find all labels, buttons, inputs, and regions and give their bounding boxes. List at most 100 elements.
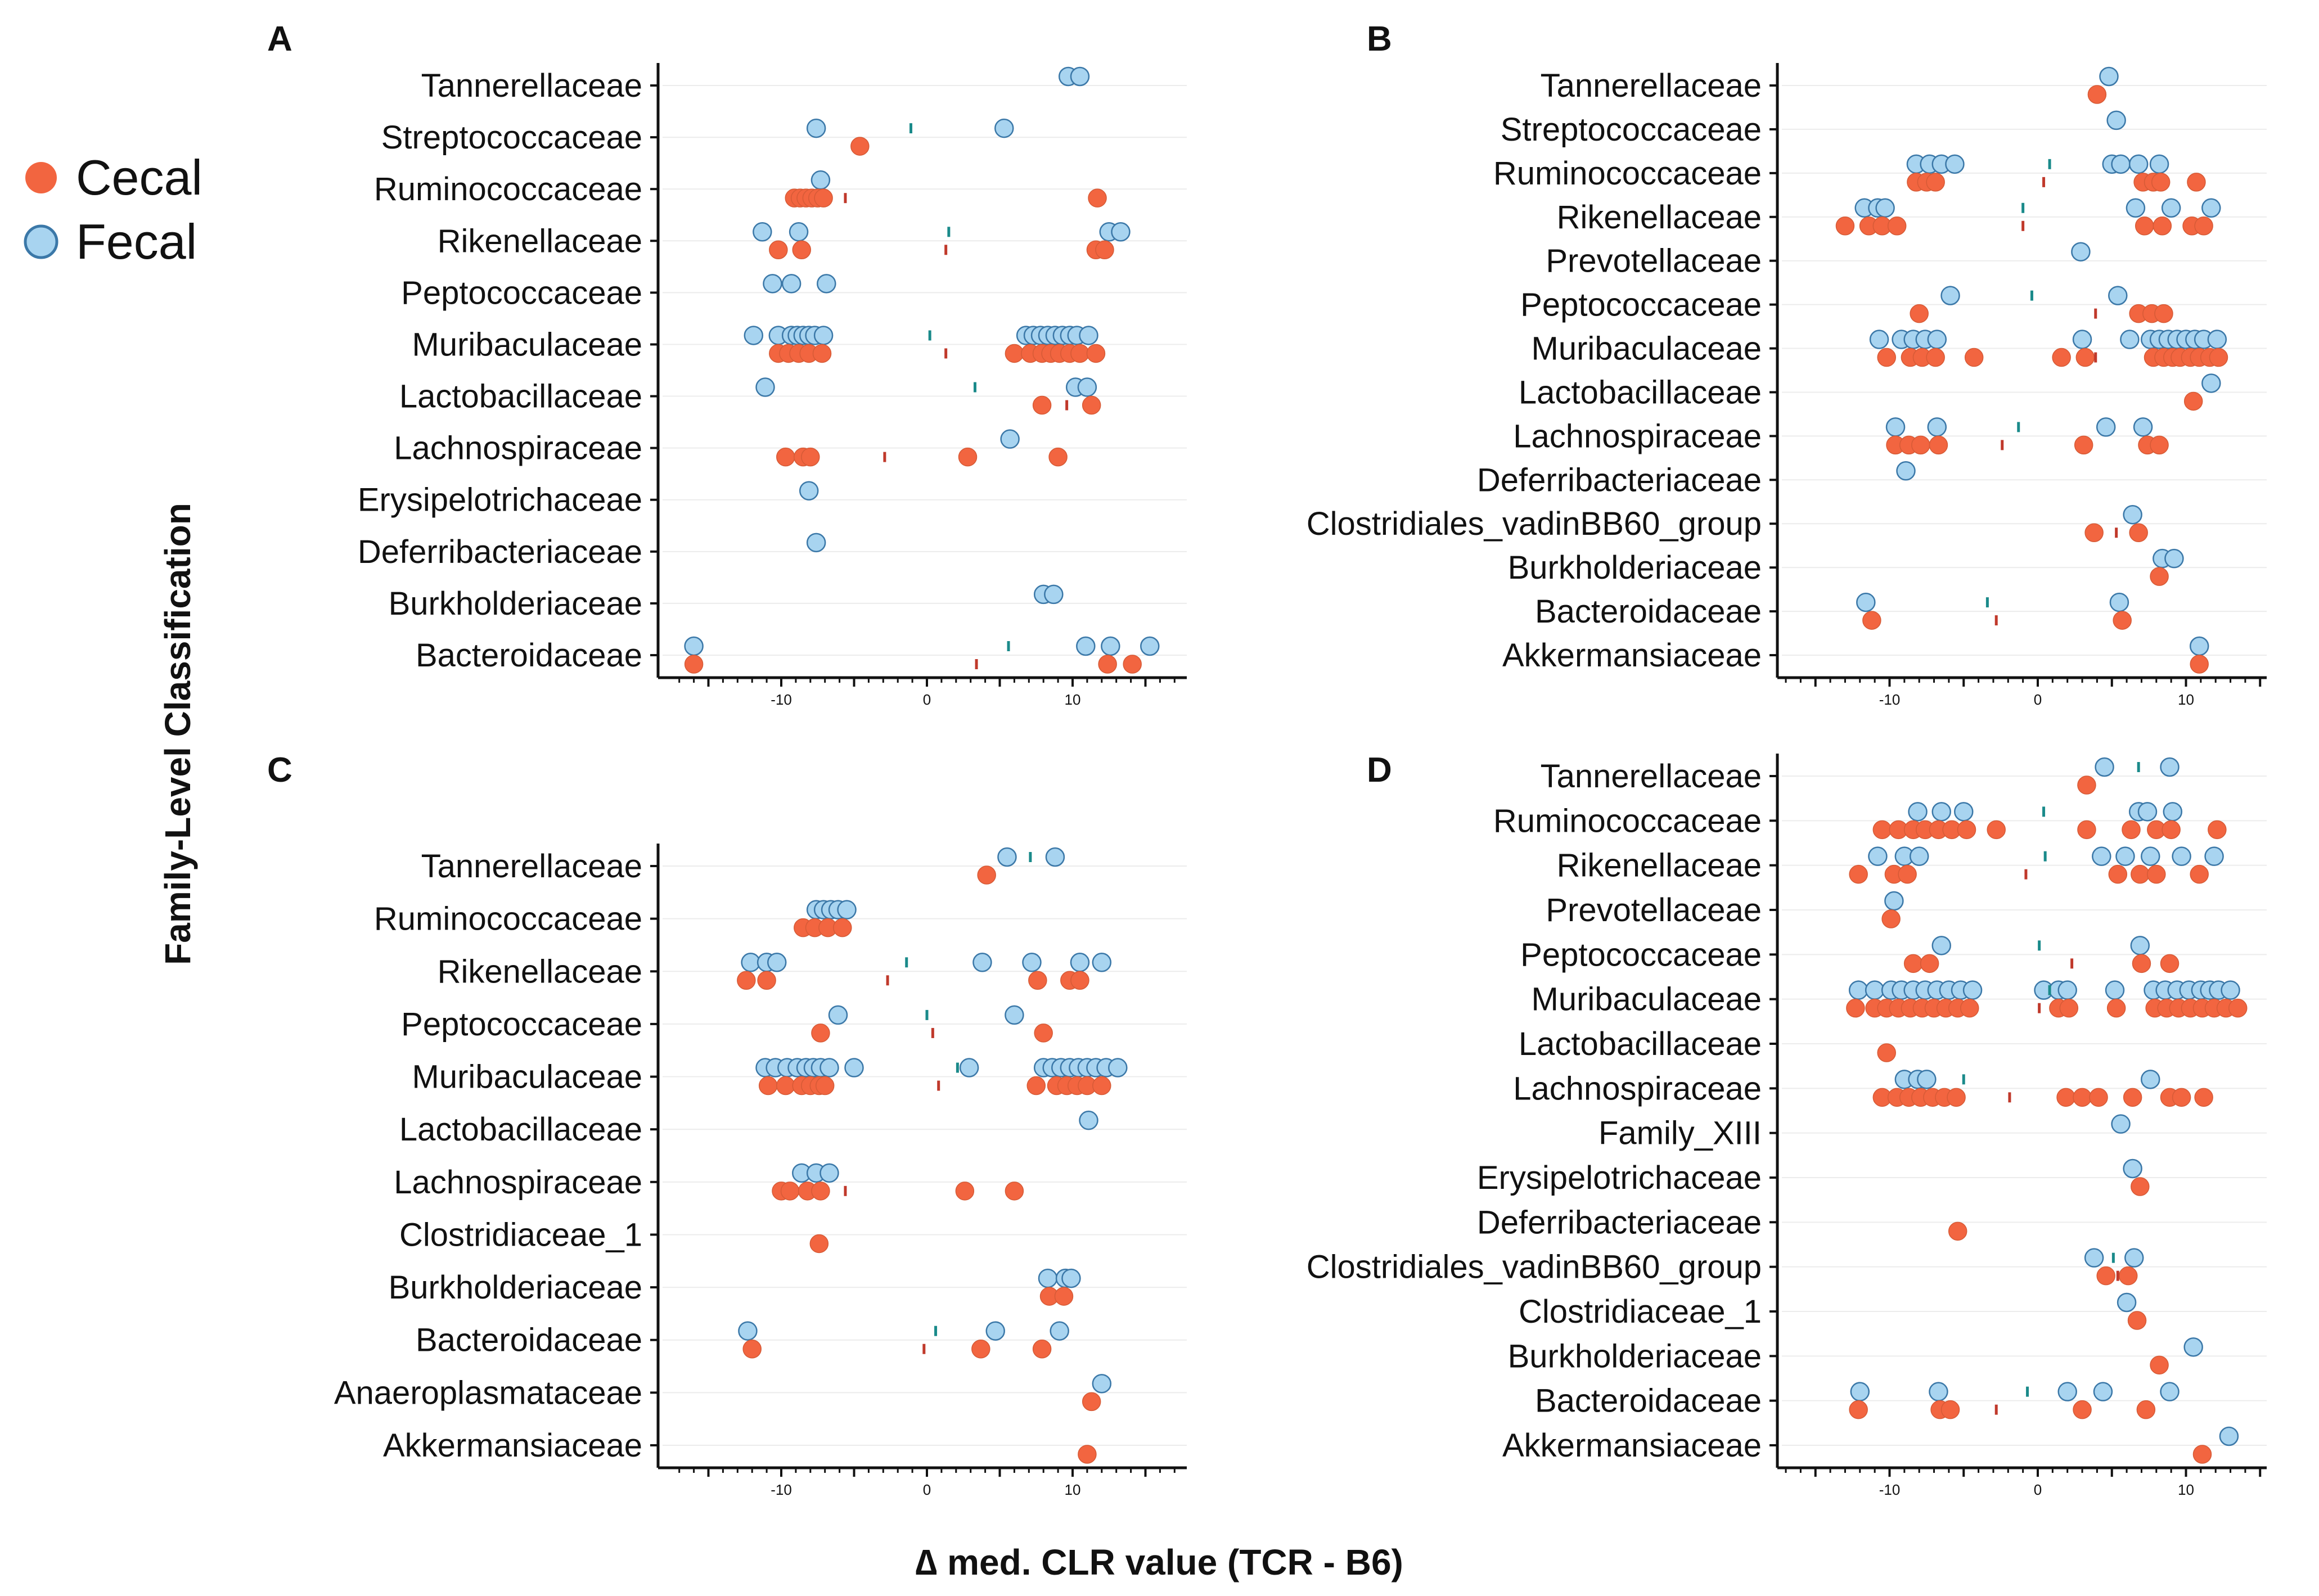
fecal-point [2137,802,2158,822]
cecal-point [2190,864,2209,884]
cecal-point [1940,1400,1960,1419]
fecal-point [1875,198,1895,218]
fecal-point [1077,377,1097,397]
cecal-point [2129,523,2148,542]
cecal-point [1846,998,1865,1018]
cecal-point [1070,344,1089,363]
x-tick-label: 10 [2178,691,2194,708]
cecal-point [1078,1445,1097,1464]
cecal-point [2113,611,2132,630]
category-label: Ruminococcaceae [374,901,642,937]
fecal-point [985,1321,1005,1341]
cecal-point [1092,1076,1111,1095]
category-label: Prevotellaceae [1546,892,1762,928]
fecal-point [1022,953,1042,972]
cecal-point [2096,1266,2115,1286]
cecal-point [2106,998,2126,1018]
fecal-point [2096,417,2116,437]
panel-letter: B [1367,20,1392,58]
cecal-point [1095,240,1114,260]
category-label: Family_XIII [1598,1115,1762,1152]
x-tick-label: 10 [1065,691,1081,708]
category-label: Rikenellaceae [1557,199,1762,236]
panel-c: C Tannerellaceae Ruminococcaceae Rikenellac… [267,751,1187,1498]
cecal-point [1947,1088,1966,1107]
fecal-point [972,953,992,972]
fecal-point [2126,198,2146,218]
cecal-point [2151,173,2171,192]
category-label: Anaeroplasmataceae [334,1374,642,1411]
fecal-point [819,1058,839,1077]
fecal-point [2084,1248,2104,1268]
fecal-point [1038,1268,1058,1288]
cecal-point [2132,954,2151,973]
cecal-point [684,655,704,674]
category-label: Prevotellaceae [1546,243,1762,279]
fecal-point [2183,1337,2203,1357]
fecal-point [2172,846,2191,866]
category-label: Burkholderiaceae [389,1269,642,1306]
fecal-point [1079,1110,1098,1130]
fecal-point [2072,330,2092,349]
fecal-point [806,533,826,553]
fecal-point [2092,846,2111,866]
cecal-point [2052,348,2071,367]
cecal-point [2136,1400,2156,1419]
fecal-point [767,953,787,972]
fecal-point [1856,592,1876,612]
category-label: Tannerellaceae [421,848,642,885]
cecal-point [1926,348,1945,367]
cecal-point [780,1182,800,1201]
category-label: Lactobacillaceae [399,378,642,415]
fecal-point [2120,330,2140,349]
category-label: Deferribacteriaceae [1477,1204,1762,1241]
fecal-point [799,481,819,501]
cecal-point [2059,998,2079,1018]
fecal-point [1927,417,1947,437]
x-tick-label: 10 [1065,1481,1081,1498]
fecal-point [741,953,760,972]
category-label: Ruminococcaceae [374,171,642,208]
panel-letter: A [267,20,292,58]
cecal-point [955,1182,975,1201]
cecal-point [1960,998,1979,1018]
cecal-point [814,188,833,208]
category-label: Lachnospiraceae [1513,418,1762,454]
cecal-point [977,865,996,885]
category-label: Deferribacteriaceae [1477,462,1762,498]
fecal-point [2219,1426,2239,1446]
cecal-point [1082,395,1101,415]
fecal-point [2141,846,2160,866]
fecal-point [813,326,834,345]
fecal-point [1940,286,1960,305]
cecal-point [1887,217,1907,236]
cecal-point [1877,348,1896,367]
fecal-point [1931,936,1951,955]
fecal-point [2201,373,2221,393]
fecal-point [1931,802,1951,822]
fecal-point [2111,1114,2131,1134]
fecal-point [1954,802,1974,822]
cecal-point [2075,348,2095,367]
cecal-point [1005,1182,1024,1201]
cecal-point [2056,1088,2075,1107]
x-tick-label: -10 [771,691,792,708]
legend: Cecal Fecal [24,150,202,269]
fecal-point [2057,980,2077,1000]
cecal-point [2077,820,2096,840]
cecal-point [2194,217,2213,236]
category-label: Bacteroidaceae [416,1322,642,1359]
fecal-point [1869,330,1889,349]
fecal-point [2130,936,2150,955]
cecal-point [801,447,820,467]
x-tick-label: -10 [1879,1481,1901,1498]
cecal-point [2077,776,2096,795]
category-label: Streptococcaceae [1501,111,1762,148]
fecal-point [1005,1005,1024,1025]
category-label: Lachnospiraceae [394,430,642,467]
category-label: Burkholderiaceae [1508,549,1762,586]
category-label: Clostridiales_vadinBB60_group [1307,1249,1762,1286]
cecal-point [1987,820,2006,840]
